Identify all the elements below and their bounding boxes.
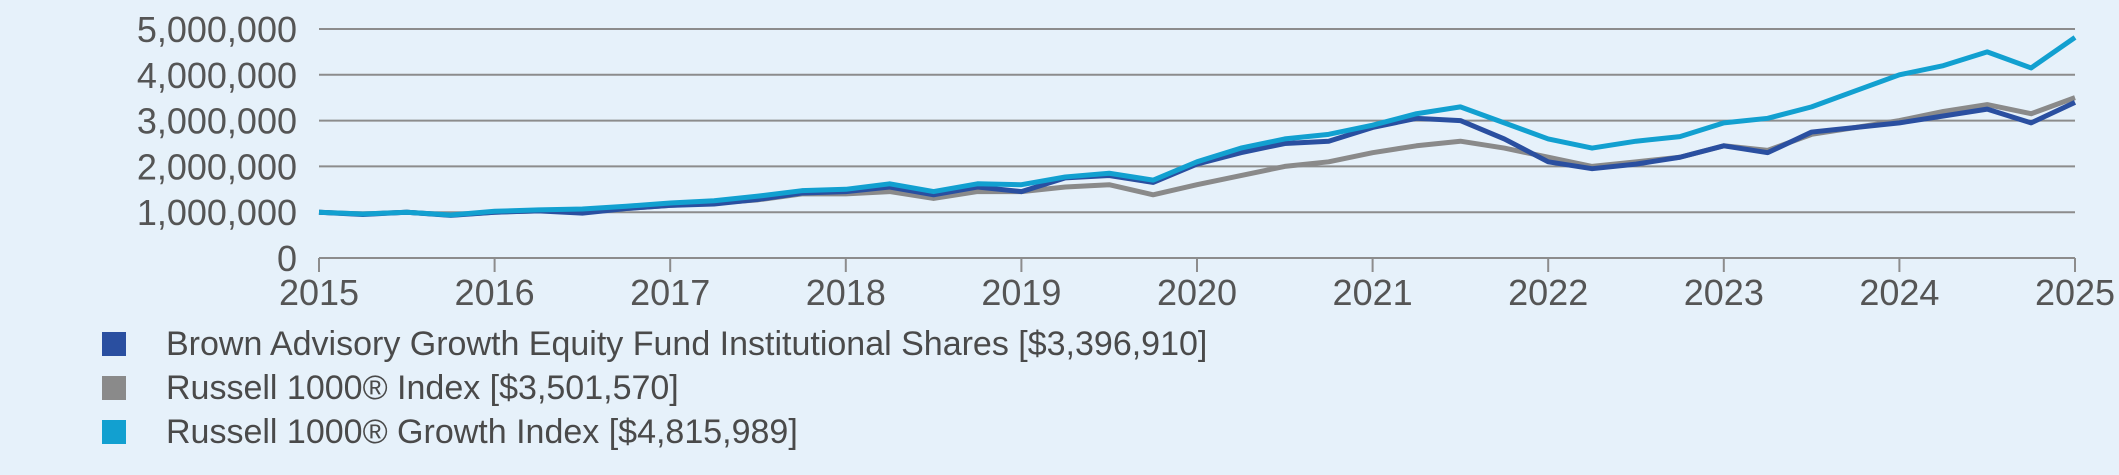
y-tick-label: 4,000,000 <box>137 55 297 96</box>
x-tick-label: 2019 <box>981 272 1061 313</box>
series-line-1 <box>318 95 2076 218</box>
x-tick-label: 2022 <box>1508 272 1588 313</box>
legend-item: Russell 1000® Growth Index [$4,815,989] <box>102 410 1207 454</box>
x-tick-label: 2024 <box>1859 272 1939 313</box>
x-tick-label: 2025 <box>2035 272 2115 313</box>
y-tick-label: 3,000,000 <box>137 101 297 142</box>
legend-swatch <box>102 420 126 444</box>
legend-label: Brown Advisory Growth Equity Fund Instit… <box>166 324 1208 363</box>
x-tick-label: 2018 <box>806 272 886 313</box>
series-line-2 <box>318 35 2077 218</box>
y-tick-label: 5,000,000 <box>137 9 297 50</box>
y-tick-label: 2,000,000 <box>137 146 297 187</box>
legend-swatch <box>102 376 126 400</box>
x-tick-label: 2021 <box>1333 272 1413 313</box>
x-tick-label: 2020 <box>1157 272 1237 313</box>
y-tick-label: 1,000,000 <box>137 192 297 233</box>
legend: Brown Advisory Growth Equity Fund Instit… <box>102 322 1207 454</box>
legend-item: Russell 1000® Index [$3,501,570] <box>102 366 1207 410</box>
legend-swatch <box>102 332 126 356</box>
x-tick-label: 2017 <box>630 272 710 313</box>
y-tick-label: 0 <box>277 238 297 279</box>
x-tick-label: 2023 <box>1684 272 1764 313</box>
legend-label: Russell 1000® Index [$3,501,570] <box>166 368 679 407</box>
x-tick-label: 2015 <box>279 272 359 313</box>
legend-item: Brown Advisory Growth Equity Fund Instit… <box>102 322 1207 366</box>
legend-label: Russell 1000® Growth Index [$4,815,989] <box>166 412 798 451</box>
series-line-0 <box>318 100 2077 218</box>
x-tick-label: 2016 <box>455 272 535 313</box>
